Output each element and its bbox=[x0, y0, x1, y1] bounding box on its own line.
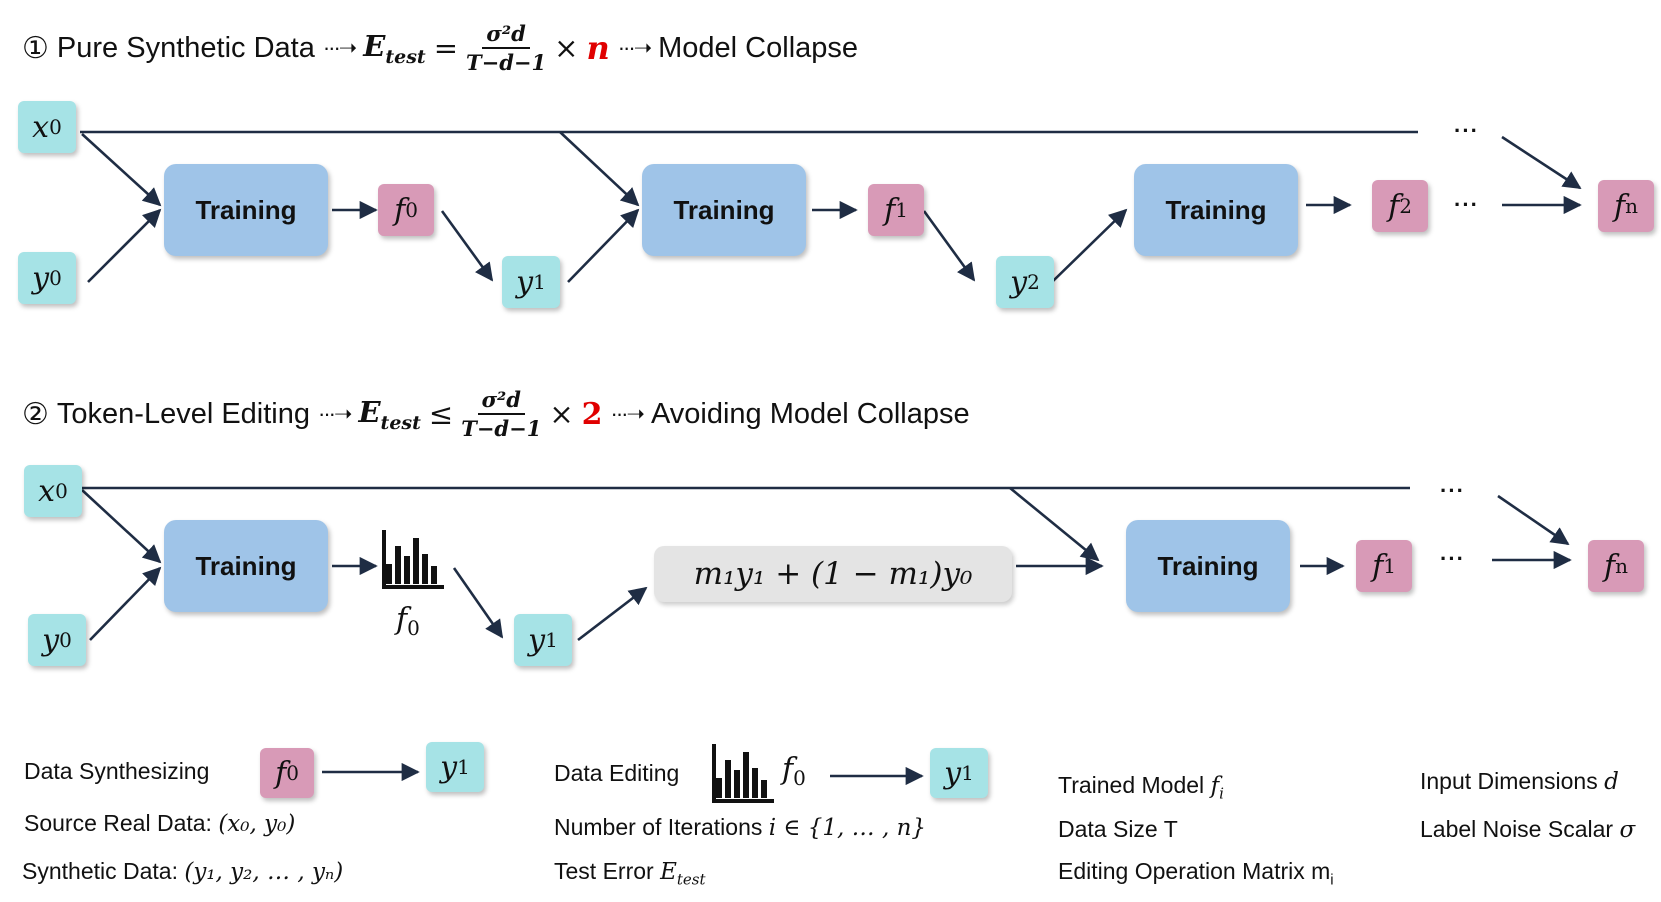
mixing-formula-box: m₁y₁ + (1 − m₁)y₀ bbox=[654, 546, 1012, 602]
legend-test-error: Test Error Etest bbox=[554, 858, 706, 889]
dashed-arrow-icon: ···➝ bbox=[610, 401, 645, 427]
section-1-factor: n bbox=[586, 29, 610, 68]
dashed-arrow-icon: ···➝ bbox=[318, 401, 352, 427]
legend-data-synthesizing: Data Synthesizing bbox=[24, 758, 210, 784]
dashed-arrow-icon: ···➝ bbox=[322, 35, 357, 61]
section-2-number: ② bbox=[22, 397, 49, 431]
times-symbol: × bbox=[549, 397, 574, 432]
legend-input-dimensions: Input Dimensions d bbox=[1420, 768, 1619, 795]
section-1-etest: Etest bbox=[363, 28, 426, 68]
legend-label-f0: f0 bbox=[782, 752, 806, 790]
ellipsis-row2-middle: ··· bbox=[1440, 546, 1465, 571]
legend-histogram-icon bbox=[712, 744, 774, 803]
section-2-etest: Etest bbox=[358, 394, 421, 434]
label-f0-row2: f0 bbox=[396, 602, 420, 640]
section-2-relation: ≤ bbox=[428, 397, 454, 432]
legend-data-editing: Data Editing bbox=[554, 760, 680, 786]
mixing-formula: m₁y₁ + (1 − m₁)y₀ bbox=[693, 556, 973, 592]
training-block-2: Training bbox=[642, 164, 806, 256]
legend-editing-matrix: Editing Operation Matrix mi bbox=[1058, 858, 1334, 889]
legend-label-noise: Label Noise Scalar σ bbox=[1420, 816, 1636, 843]
section-1-fraction: σ²d T−d−1 bbox=[466, 21, 547, 76]
training-block-3: Training bbox=[1134, 164, 1298, 256]
times-symbol: × bbox=[554, 31, 579, 66]
legend-iterations: Number of Iterations i ∈ {1, … , n} bbox=[554, 814, 927, 841]
ellipsis-top: ··· bbox=[1454, 118, 1479, 143]
training-block-row2-2: Training bbox=[1126, 520, 1290, 612]
dashed-arrow-icon: ···➝ bbox=[617, 35, 652, 61]
ellipsis-middle: ··· bbox=[1454, 192, 1479, 217]
section-2-result: Avoiding Model Collapse bbox=[650, 397, 970, 430]
legend-source-real: Source Real Data: (x₀, y₀) bbox=[24, 810, 296, 837]
legend-data-size: Data Size T bbox=[1058, 816, 1178, 842]
training-block-1: Training bbox=[164, 164, 328, 256]
histogram-icon bbox=[382, 530, 444, 589]
section-1-result: Model Collapse bbox=[658, 31, 859, 64]
section-2-fraction: σ²d T−d−1 bbox=[461, 387, 542, 442]
section-1-number: ① bbox=[22, 31, 49, 65]
legend-trained-model: Trained Model fi bbox=[1058, 772, 1224, 803]
training-block-row2-1: Training bbox=[164, 520, 328, 612]
section-1-title: ① Pure Synthetic Data ···➝ Etest = σ²d T… bbox=[22, 22, 858, 74]
section-2-title: ② Token-Level Editing ···➝ Etest ≤ σ²d T… bbox=[22, 388, 970, 440]
section-2-factor: 2 bbox=[581, 396, 603, 432]
legend-synthetic: Synthetic Data: (y₁, y₂, … , yₙ) bbox=[22, 858, 344, 885]
section-2-label: Token-Level Editing bbox=[56, 397, 311, 430]
ellipsis-row2-top: ··· bbox=[1440, 478, 1465, 503]
section-1-relation: = bbox=[433, 31, 459, 66]
section-1-label: Pure Synthetic Data bbox=[56, 31, 315, 64]
